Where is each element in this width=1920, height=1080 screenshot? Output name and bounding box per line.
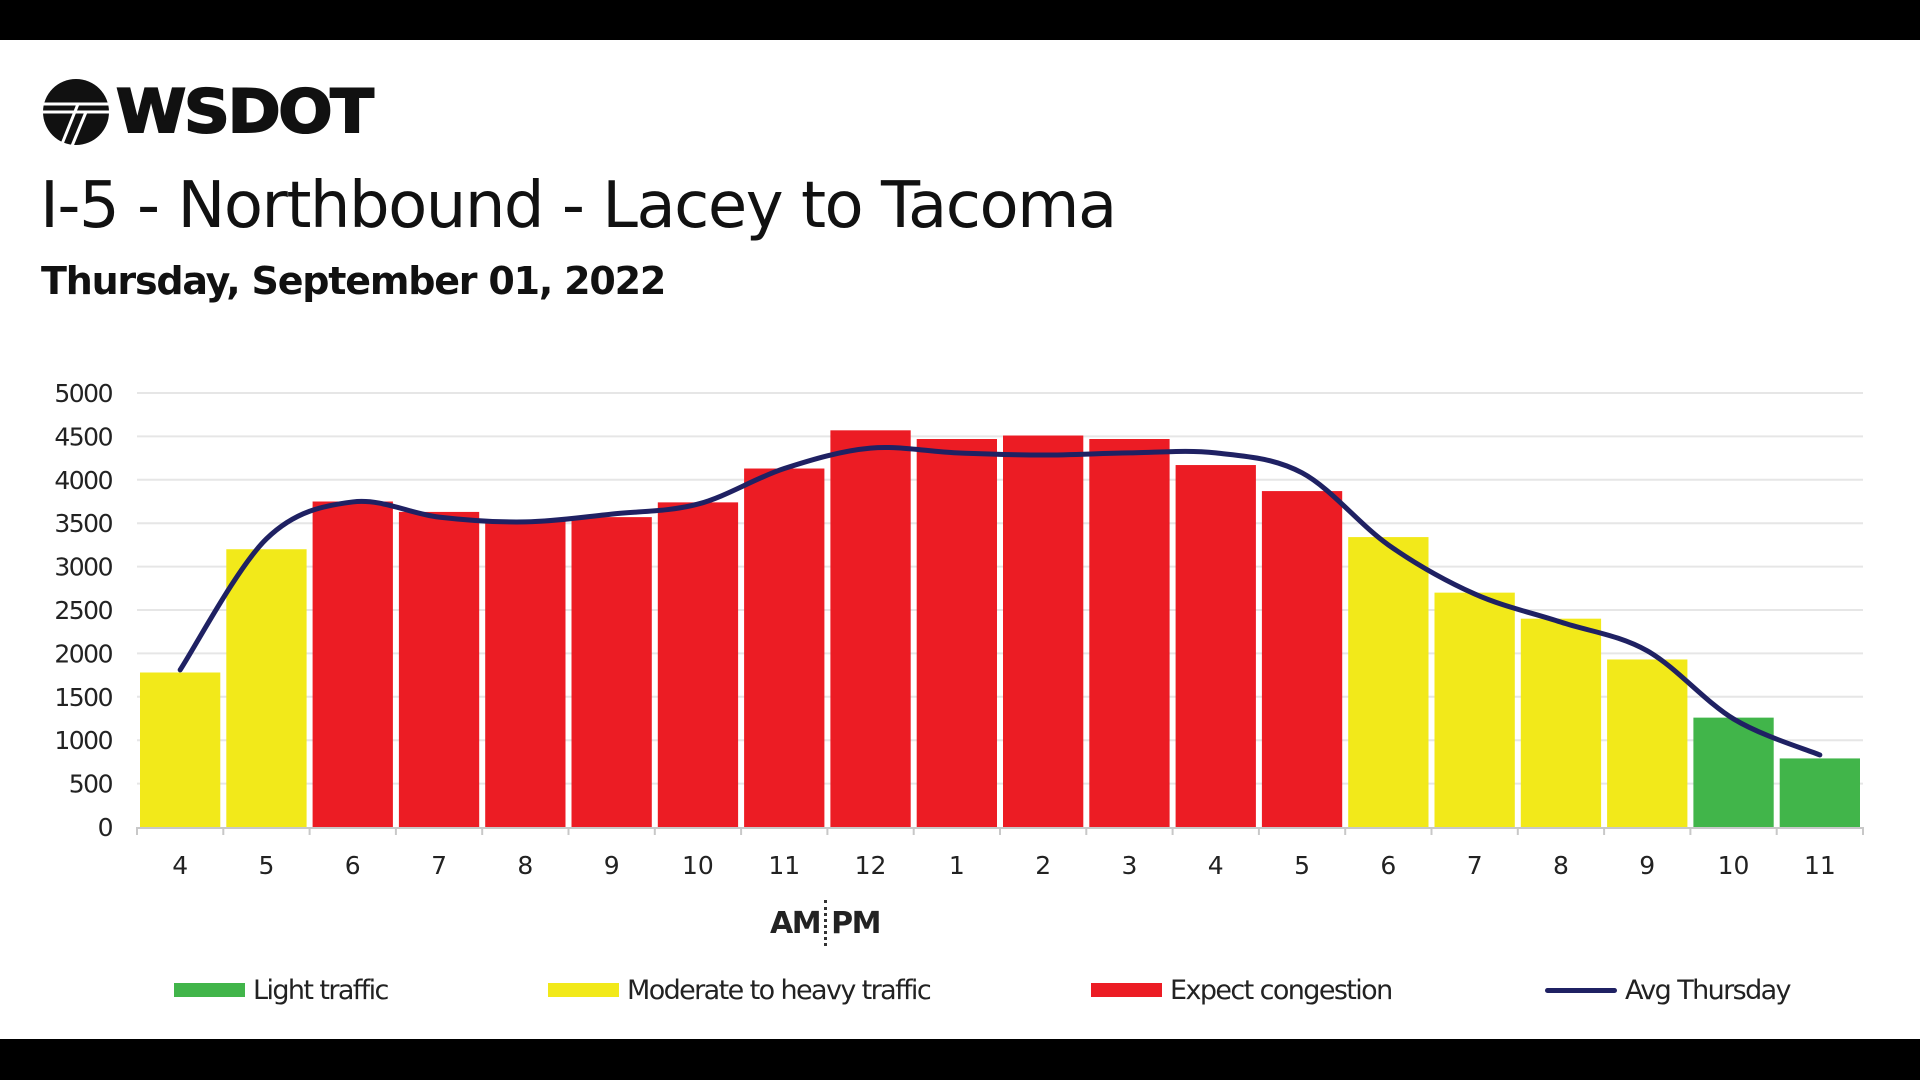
y-tick-label: 2000 [54, 639, 112, 668]
x-tick-label: 9 [604, 851, 620, 880]
bar [1779, 758, 1860, 827]
x-tick-label: 11 [1804, 851, 1836, 880]
avg-thursday-line [177, 445, 1823, 758]
x-tick-label: 5 [258, 851, 274, 880]
y-tick-label: 4500 [54, 422, 112, 451]
chart-legend: Light traffic Moderate to heavy traffic … [0, 972, 1920, 1008]
x-tick-label: 6 [345, 851, 361, 880]
wsdot-logo: WSDOT [42, 77, 375, 147]
page-title: I-5 - Northbound - Lacey to Tacoma [40, 169, 1117, 243]
bar-series [140, 430, 1860, 827]
am-pm-label: AM PM [770, 900, 881, 946]
bar [1520, 618, 1602, 827]
x-tick-label: 8 [1553, 851, 1569, 880]
bar [1348, 537, 1429, 827]
y-tick-label: 2500 [54, 596, 112, 625]
x-tick-label: 11 [768, 851, 800, 880]
legend-label: Avg Thursday [1625, 974, 1792, 1006]
y-axis: 0 500 1000 1500 2000 2500 3000 3500 4000 4500 5000 [54, 379, 114, 842]
logo-text: WSDOT [115, 77, 375, 147]
bar [571, 517, 652, 827]
x-tick-label: 4 [1208, 851, 1224, 880]
x-tick-label: 4 [172, 851, 188, 880]
y-tick-label: 4000 [54, 466, 112, 495]
legend-label: Light traffic [253, 974, 389, 1006]
bar [1693, 717, 1774, 827]
y-tick-label: 3000 [54, 553, 112, 582]
bar [398, 511, 480, 827]
legend-item-moderate: Moderate to heavy traffic [548, 972, 932, 1008]
congestion-swatch-icon [1091, 983, 1162, 997]
pm-label: PM [831, 905, 881, 941]
x-tick-label: 3 [1121, 851, 1137, 880]
am-pm-divider [824, 900, 828, 946]
y-tick-label: 3500 [54, 509, 112, 538]
bar [657, 502, 739, 827]
bar [312, 501, 393, 827]
x-tick-label: 1 [949, 851, 965, 880]
bar [140, 672, 221, 827]
x-tick-label: 6 [1380, 851, 1396, 880]
bar [1089, 439, 1170, 827]
x-tick-label: 10 [682, 851, 714, 880]
y-tick-label: 1500 [54, 683, 112, 712]
y-tick-label: 0 [98, 813, 113, 842]
legend-label: Moderate to heavy traffic [627, 974, 932, 1006]
y-tick-label: 500 [69, 770, 113, 799]
x-tick-label: 10 [1718, 851, 1750, 880]
x-tick-label: 9 [1639, 851, 1655, 880]
moderate-traffic-swatch-icon [548, 983, 619, 997]
legend-label: Expect congestion [1170, 974, 1393, 1006]
bar [485, 519, 566, 827]
letterbox-top [0, 0, 1920, 40]
bar [226, 549, 307, 827]
bar [1261, 491, 1343, 827]
y-tick-label: 1000 [54, 726, 112, 755]
legend-item-avg-thursday: Avg Thursday [1545, 972, 1792, 1008]
x-tick-label: 7 [431, 851, 447, 880]
legend-item-congestion: Expect congestion [1091, 972, 1393, 1008]
y-tick-label: 5000 [54, 379, 112, 408]
x-tick-label: 8 [517, 851, 533, 880]
chart-gridlines [137, 392, 1863, 785]
letterbox-bottom [0, 1039, 1920, 1080]
bar [1434, 592, 1515, 827]
am-label: AM [770, 905, 822, 941]
page-subtitle: Thursday, September 01, 2022 [41, 259, 666, 303]
bar [916, 439, 997, 827]
x-tick-label: 7 [1467, 851, 1483, 880]
light-traffic-swatch-icon [174, 983, 245, 997]
x-axis: 4 5 6 7 8 9 10 11 12 1 2 3 4 5 6 7 8 9 10 11 [136, 827, 1864, 880]
bar [1003, 435, 1084, 827]
x-tick-label: 12 [855, 851, 887, 880]
bar [1607, 659, 1688, 827]
bar [830, 430, 911, 827]
avg-line-swatch-icon [1545, 987, 1617, 993]
wsdot-emblem-icon [42, 79, 110, 146]
legend-item-light: Light traffic [174, 972, 389, 1008]
x-tick-label: 5 [1294, 851, 1310, 880]
bar [1175, 465, 1256, 827]
x-tick-label: 2 [1035, 851, 1051, 880]
bar [744, 468, 825, 827]
